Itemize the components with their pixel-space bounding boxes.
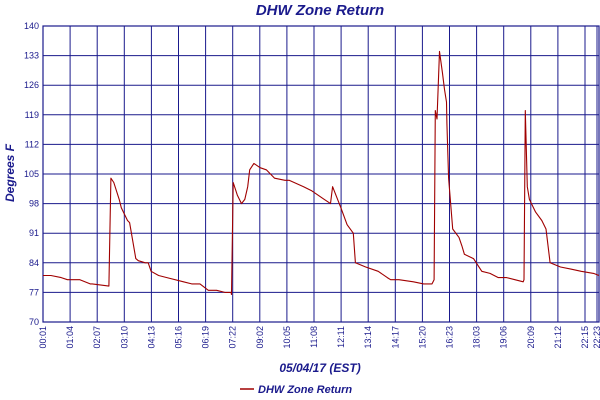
y-tick-labels: 70 77 84 91 98 105 112 119 126 133 140 [24, 21, 39, 327]
x-tick-label: 02:07 [92, 326, 102, 349]
grid-lines [42, 25, 600, 323]
x-tick-label: 01:04 [65, 326, 75, 349]
y-axis-label: Degrees F [3, 143, 17, 202]
plot-frame [42, 25, 600, 323]
y-tick-label: 133 [24, 51, 39, 61]
x-tick-label: 07:22 [228, 326, 238, 349]
y-tick-label: 70 [29, 317, 39, 327]
y-tick-label: 140 [24, 21, 39, 31]
x-tick-label: 20:09 [526, 326, 536, 349]
x-tick-label: 00:01 [38, 326, 48, 349]
legend-label: DHW Zone Return [258, 384, 352, 396]
x-tick-label: 11:08 [309, 326, 319, 348]
y-tick-label: 126 [24, 80, 39, 90]
x-tick-label: 15:20 [417, 326, 427, 349]
x-tick-label: 06:19 [201, 326, 211, 349]
x-tick-label: 14:17 [390, 326, 400, 349]
x-axis-label: 05/04/17 (EST) [279, 361, 360, 375]
x-tick-labels: 00:01 01:04 02:07 03:10 04:13 05:16 06:19 07:22… [38, 326, 600, 349]
y-tick-label: 84 [29, 258, 39, 268]
x-tick-label: 03:10 [119, 326, 129, 349]
x-tick-label: 16:23 [445, 326, 455, 349]
x-tick-label: 04:13 [146, 326, 156, 349]
y-tick-label: 112 [25, 139, 39, 149]
y-tick-label: 98 [29, 199, 39, 209]
y-tick-label: 119 [25, 110, 39, 120]
x-tick-label: 10:05 [282, 326, 292, 349]
y-tick-label: 91 [29, 228, 39, 238]
series-line-dhw-zone-return [43, 50, 600, 296]
y-tick-label: 105 [24, 169, 39, 179]
x-tick-label: 05:16 [174, 326, 184, 349]
y-tick-label: 77 [29, 287, 39, 297]
x-tick-label: 13:14 [363, 326, 373, 349]
x-tick-label: 09:02 [255, 326, 265, 349]
x-tick-label: 22:15 [580, 326, 590, 349]
x-tick-label: 19:06 [499, 326, 509, 349]
chart-title: DHW Zone Return [256, 2, 384, 19]
x-tick-label: 18:03 [472, 326, 482, 349]
x-tick-label: 22:23 [592, 326, 600, 349]
x-tick-label: 21:12 [553, 326, 563, 349]
series-lines [43, 50, 600, 296]
x-tick-label: 12:11 [336, 326, 346, 348]
